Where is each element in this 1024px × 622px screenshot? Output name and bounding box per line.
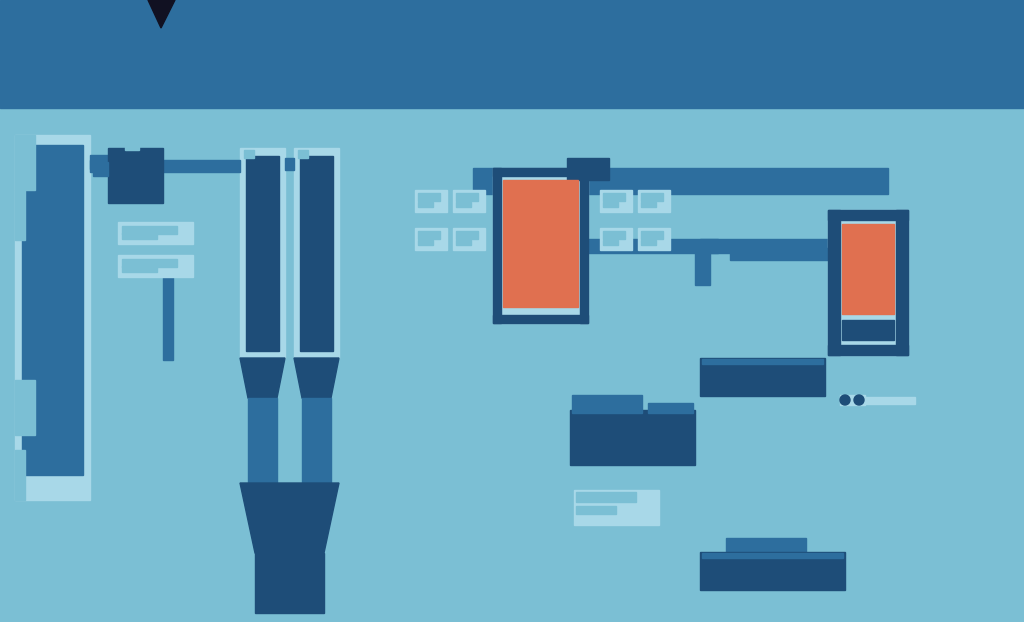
Bar bbox=[641, 202, 656, 207]
Bar bbox=[567, 158, 609, 180]
Bar bbox=[300, 156, 333, 351]
Bar bbox=[418, 193, 440, 201]
Bar bbox=[298, 150, 308, 158]
Bar bbox=[125, 120, 139, 150]
Bar bbox=[15, 190, 25, 240]
Bar bbox=[122, 226, 177, 234]
Bar bbox=[118, 255, 193, 277]
Bar bbox=[456, 231, 478, 239]
Circle shape bbox=[854, 395, 864, 405]
Bar bbox=[580, 168, 588, 323]
Bar bbox=[15, 135, 90, 500]
Bar bbox=[700, 552, 845, 590]
Bar bbox=[255, 553, 324, 613]
Bar bbox=[493, 315, 588, 323]
Bar bbox=[695, 245, 710, 285]
Bar bbox=[246, 156, 279, 351]
Bar bbox=[473, 168, 888, 194]
Bar bbox=[575, 492, 636, 502]
Bar bbox=[302, 398, 331, 483]
Bar bbox=[122, 259, 177, 267]
Polygon shape bbox=[294, 358, 339, 398]
Bar bbox=[244, 150, 254, 158]
Bar bbox=[415, 228, 447, 250]
Bar bbox=[22, 145, 83, 475]
Bar bbox=[896, 210, 908, 355]
Bar bbox=[122, 233, 157, 239]
Bar bbox=[638, 228, 670, 250]
Bar bbox=[90, 155, 120, 169]
Bar bbox=[600, 228, 632, 250]
Bar bbox=[163, 270, 173, 360]
Bar bbox=[255, 613, 324, 622]
Bar bbox=[574, 490, 659, 525]
Bar bbox=[93, 162, 108, 176]
Bar bbox=[842, 224, 894, 314]
Bar bbox=[15, 135, 35, 190]
Bar bbox=[418, 231, 440, 239]
Bar bbox=[0, 108, 1024, 622]
Bar bbox=[122, 266, 157, 272]
Bar bbox=[456, 240, 471, 245]
Bar bbox=[828, 210, 908, 220]
Bar bbox=[90, 160, 240, 172]
Bar bbox=[828, 210, 908, 355]
Bar bbox=[108, 118, 138, 130]
Bar bbox=[641, 193, 663, 201]
Bar bbox=[570, 410, 695, 465]
Bar bbox=[726, 538, 806, 552]
Bar bbox=[828, 345, 908, 355]
Bar bbox=[641, 240, 656, 245]
Bar bbox=[456, 202, 471, 207]
Bar bbox=[603, 202, 618, 207]
Polygon shape bbox=[240, 358, 285, 398]
Bar bbox=[453, 228, 485, 250]
Bar bbox=[648, 403, 693, 413]
Bar bbox=[453, 190, 485, 212]
Bar bbox=[493, 168, 588, 176]
Bar bbox=[828, 210, 840, 355]
Bar bbox=[15, 450, 25, 500]
Bar bbox=[240, 148, 285, 358]
Bar bbox=[118, 222, 193, 244]
Bar bbox=[702, 359, 823, 364]
Bar bbox=[603, 231, 625, 239]
Bar bbox=[0, 0, 1024, 108]
Bar bbox=[415, 190, 447, 212]
Bar bbox=[108, 148, 163, 203]
Bar bbox=[15, 380, 35, 435]
Bar bbox=[730, 248, 828, 260]
Bar bbox=[600, 190, 632, 212]
Bar bbox=[572, 395, 642, 413]
Bar bbox=[700, 239, 830, 253]
Bar bbox=[638, 190, 670, 212]
Bar bbox=[702, 553, 843, 558]
Polygon shape bbox=[240, 483, 339, 553]
Bar bbox=[588, 239, 718, 253]
Bar bbox=[575, 506, 616, 514]
Bar bbox=[603, 193, 625, 201]
Bar bbox=[418, 240, 433, 245]
Bar bbox=[285, 158, 294, 170]
Bar bbox=[700, 358, 825, 396]
Bar bbox=[865, 397, 915, 404]
Bar bbox=[641, 231, 663, 239]
Polygon shape bbox=[148, 0, 175, 28]
Bar bbox=[840, 395, 865, 405]
Bar bbox=[493, 168, 501, 323]
Bar bbox=[248, 398, 278, 483]
Bar bbox=[603, 240, 618, 245]
Bar bbox=[493, 168, 588, 323]
Bar bbox=[842, 320, 894, 340]
Bar bbox=[456, 193, 478, 201]
Bar bbox=[418, 202, 433, 207]
Circle shape bbox=[840, 395, 850, 405]
Bar bbox=[503, 180, 578, 307]
Bar bbox=[294, 148, 339, 358]
